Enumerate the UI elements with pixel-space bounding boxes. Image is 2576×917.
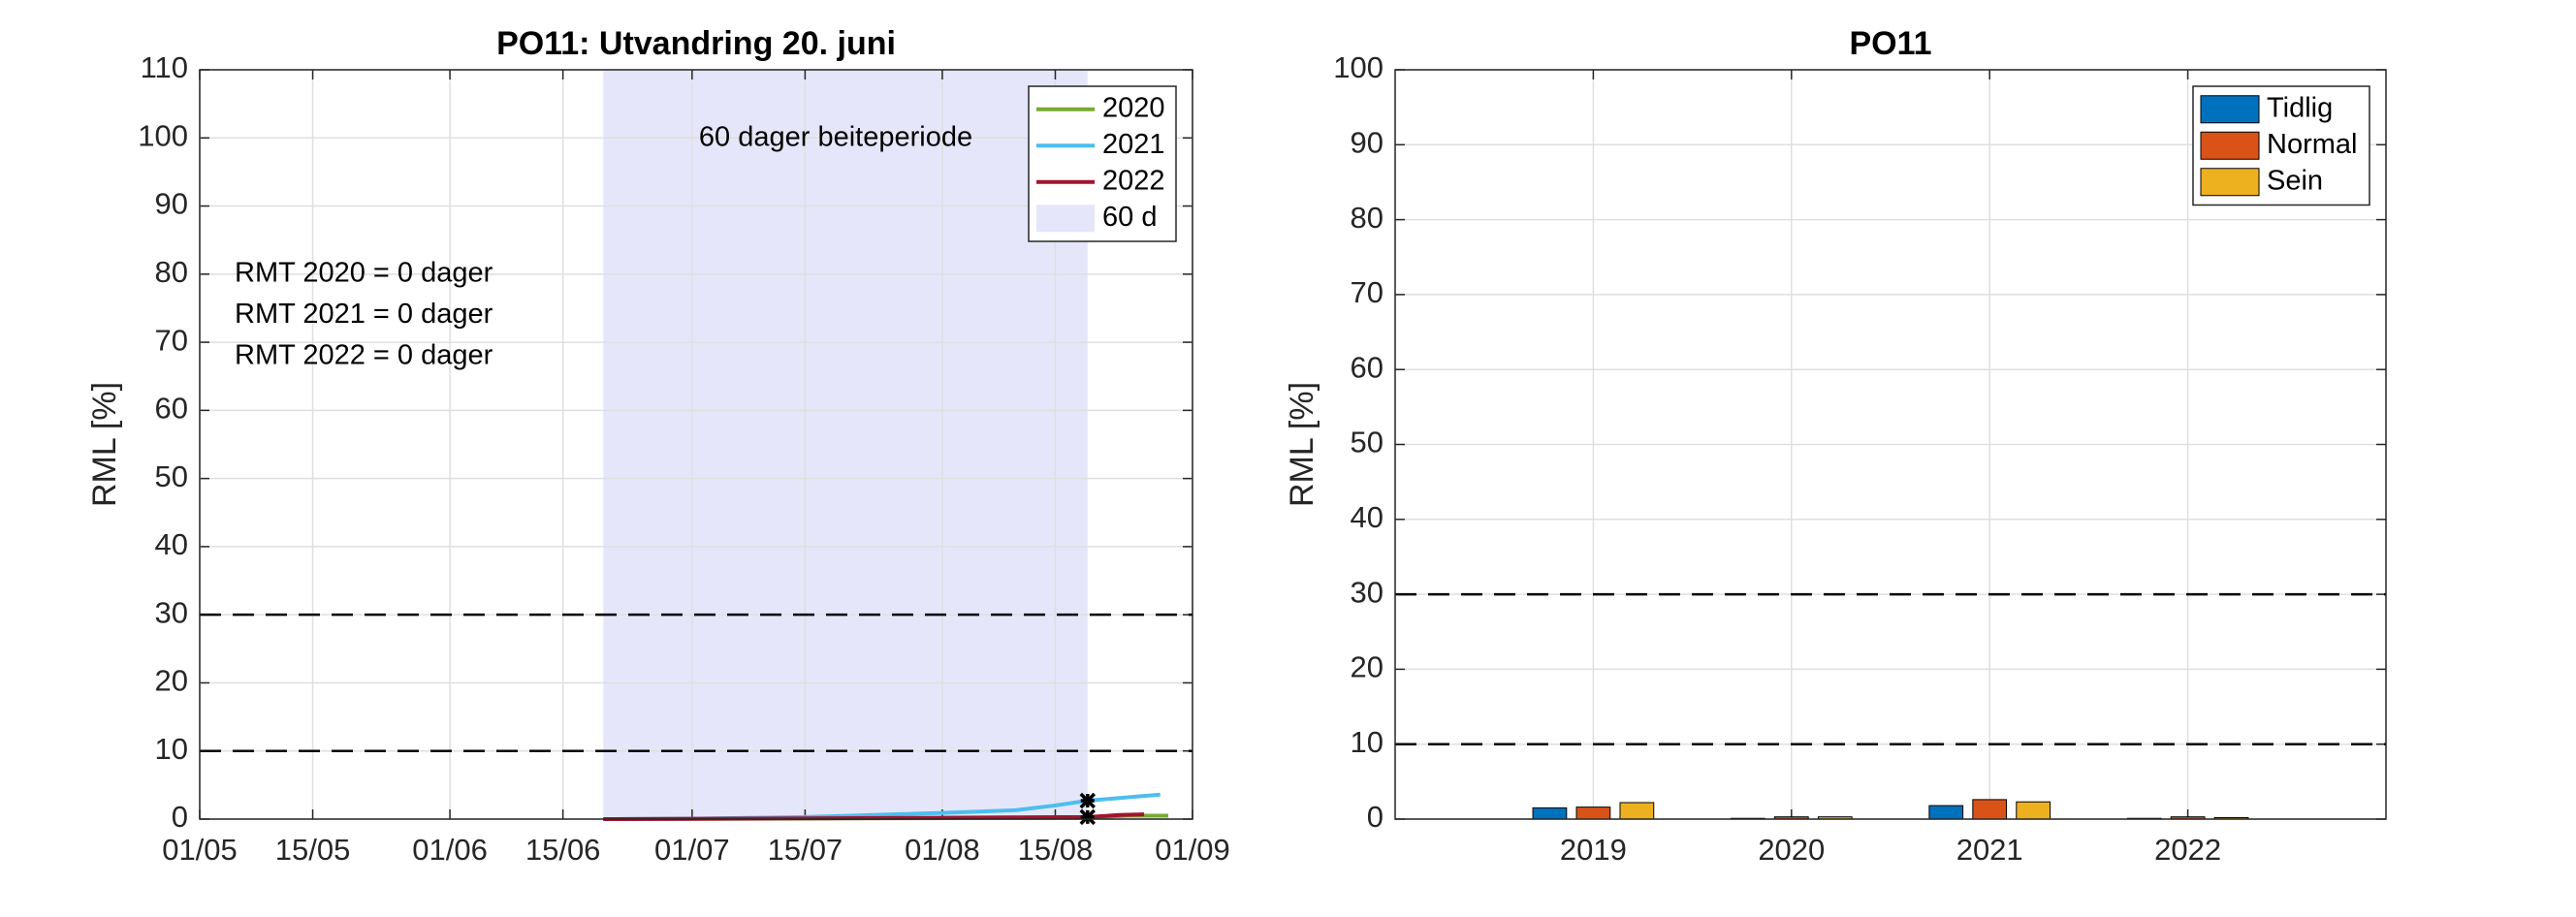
axes: 0 10 20 30 40 50 60 70 80 90 100 2019 2020 2021 2022 PO… bbox=[1284, 25, 2387, 867]
y-tick-label: 70 bbox=[1351, 275, 1383, 309]
x-tick-label: 15/05 bbox=[275, 833, 351, 867]
x-tick-label: 15/06 bbox=[525, 833, 601, 867]
y-tick-label: 60 bbox=[1351, 350, 1383, 384]
axes-box bbox=[1394, 69, 2387, 820]
marker bbox=[1079, 808, 1097, 826]
legend-label: 2020 bbox=[1102, 92, 1165, 123]
y-tick-label: 30 bbox=[155, 595, 188, 629]
y-tick-label: 60 bbox=[155, 392, 188, 426]
y-tick-label: 90 bbox=[1351, 125, 1383, 159]
chart-title: PO11: Utvandring 20. juni bbox=[496, 25, 896, 62]
legend-label: Sein bbox=[2267, 165, 2323, 196]
y-tick-label: 100 bbox=[138, 118, 188, 152]
y-tick-label: 30 bbox=[1351, 575, 1383, 609]
annotation: 60 dager beiteperiode bbox=[699, 122, 972, 153]
y-tick-label: 100 bbox=[1333, 50, 1383, 84]
legend-swatch bbox=[2200, 168, 2260, 197]
x-tick-label: 2022 bbox=[2154, 833, 2221, 867]
y-tick-label: 80 bbox=[1351, 201, 1383, 235]
y-tick-label: 90 bbox=[155, 187, 188, 221]
chart-title: PO11 bbox=[1849, 25, 1931, 62]
x-tick-label: 2021 bbox=[1956, 833, 2023, 867]
y-tick-label: 80 bbox=[155, 255, 188, 289]
x-tick-label: 01/05 bbox=[162, 833, 238, 867]
axes-box bbox=[199, 69, 1193, 820]
x-tick-label: 01/06 bbox=[412, 833, 488, 867]
y-axis-label: RML [%] bbox=[1284, 382, 1320, 507]
legend-label: 60 d bbox=[1102, 202, 1157, 233]
x-tick-label: 2020 bbox=[1758, 833, 1825, 867]
y-tick-label: 110 bbox=[141, 50, 188, 84]
x-tick-label: 15/08 bbox=[1018, 833, 1094, 867]
bar bbox=[1928, 805, 1964, 820]
x-tick-label: 15/07 bbox=[768, 833, 843, 867]
shaded-span bbox=[603, 70, 1088, 819]
annotation: RMT 2021 = 0 dager bbox=[235, 299, 493, 330]
legend-swatch bbox=[2200, 131, 2260, 160]
x-tick-label: 2019 bbox=[1560, 833, 1627, 867]
bar bbox=[2016, 801, 2051, 820]
y-tick-label: 40 bbox=[1351, 500, 1383, 534]
y-tick-label: 20 bbox=[1351, 650, 1383, 684]
y-tick-label: 40 bbox=[155, 527, 188, 561]
legend-label: Normal bbox=[2267, 129, 2357, 160]
axes: 0 10 20 30 40 50 60 70 80 90 100 110 01/05 15/05 01/06… bbox=[86, 25, 1230, 867]
y-tick-label: 50 bbox=[1351, 426, 1383, 459]
bar bbox=[1532, 806, 1568, 820]
y-tick-label: 10 bbox=[155, 732, 188, 766]
x-tick-label: 01/07 bbox=[654, 833, 730, 867]
bar bbox=[1619, 802, 1655, 820]
y-tick-label: 0 bbox=[172, 800, 188, 834]
y-tick-label: 10 bbox=[1351, 725, 1383, 759]
legend: Tidlig Normal Sein bbox=[2192, 85, 2370, 206]
legend-swatch bbox=[2200, 95, 2260, 124]
y-tick-label: 70 bbox=[155, 323, 188, 357]
bar bbox=[1972, 799, 2008, 820]
y-tick-label: 0 bbox=[1367, 800, 1383, 834]
y-tick-label: 50 bbox=[155, 459, 188, 493]
legend-swatch bbox=[1036, 205, 1095, 233]
annotation: RMT 2022 = 0 dager bbox=[235, 340, 493, 371]
bar bbox=[1575, 806, 1611, 820]
annotation: RMT 2020 = 0 dager bbox=[235, 258, 493, 289]
legend: 2020 2021 2022 60 d bbox=[1028, 85, 1177, 242]
legend-label: Tidlig bbox=[2267, 92, 2333, 123]
x-tick-label: 01/08 bbox=[905, 833, 980, 867]
y-tick-label: 20 bbox=[155, 664, 188, 698]
x-tick-label: 01/09 bbox=[1155, 833, 1230, 867]
y-axis-label: RML [%] bbox=[86, 382, 123, 507]
marker bbox=[1079, 792, 1097, 809]
legend-label: 2022 bbox=[1102, 165, 1165, 196]
legend-label: 2021 bbox=[1102, 129, 1165, 160]
